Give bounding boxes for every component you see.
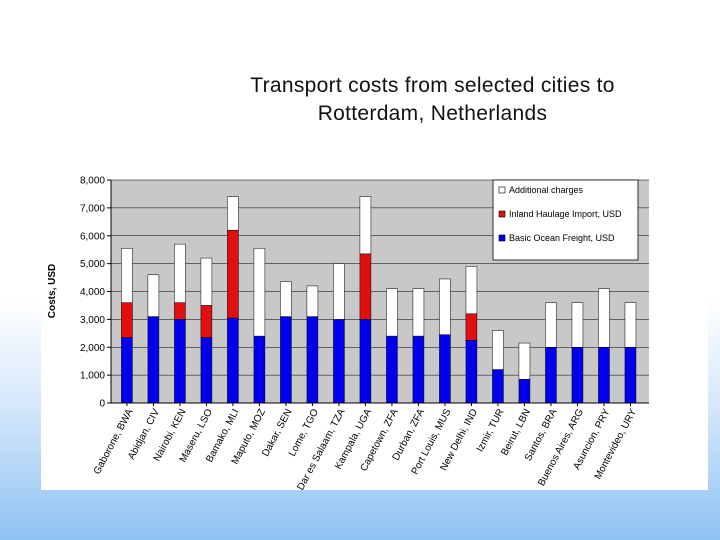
bar-segment-ocean xyxy=(439,334,451,404)
bar-segment-additional xyxy=(306,285,319,317)
bar-segment-additional xyxy=(121,248,133,303)
legend-label: Additional charges xyxy=(509,185,584,195)
legend-label: Inland Haulage Import, USD xyxy=(509,209,622,219)
x-tick-label: Gaborone, BWA xyxy=(92,407,136,476)
bar-segment-ocean xyxy=(571,347,584,404)
y-tick-label: 7,000 xyxy=(80,203,105,214)
y-tick-label: 2,000 xyxy=(80,343,105,354)
bar-segment-ocean xyxy=(227,317,239,404)
y-tick-label: 4,000 xyxy=(80,287,105,298)
slide-title-line-1: Transport costs from selected cities to xyxy=(250,74,615,97)
legend-swatch-ocean xyxy=(498,234,506,242)
bar-segment-additional xyxy=(412,288,425,337)
y-tick-label: 8,000 xyxy=(80,176,105,187)
bar-segment-inland xyxy=(359,253,372,320)
bar-segment-ocean xyxy=(412,335,425,404)
bar-segment-additional xyxy=(465,266,478,315)
stacked-bar-chart: 0 1,000 2,000 3,000 4,000 5,000 6,000 7,000 8,00… xyxy=(47,176,649,492)
bar-segment-inland xyxy=(121,302,133,338)
bar-segment-ocean xyxy=(333,319,345,404)
bar-segment-additional xyxy=(598,288,610,348)
y-tick-label: 1,000 xyxy=(80,371,105,382)
legend-box xyxy=(492,179,639,261)
slide-title-line-2: Rotterdam, Netherlands xyxy=(317,102,548,125)
chart-panel: 0 1,000 2,000 3,000 4,000 5,000 6,000 7,000 8,00… xyxy=(41,165,708,492)
bar-segment-additional xyxy=(624,302,637,348)
bar-segment-additional xyxy=(386,288,398,337)
bar-segment-ocean xyxy=(253,335,266,404)
bars xyxy=(121,196,637,404)
slide-title: Transport costs from selected cities to … xyxy=(200,72,665,128)
y-tick-label: 5,000 xyxy=(80,259,105,270)
bar-segment-ocean xyxy=(174,319,186,404)
bar-segment-ocean xyxy=(386,335,398,404)
bar-segment-additional xyxy=(518,342,531,380)
bar-segment-additional xyxy=(545,302,557,348)
bar-segment-ocean xyxy=(147,316,160,404)
bar-segment-additional xyxy=(174,243,186,303)
bar-segment-inland xyxy=(465,313,478,341)
bar-segment-additional xyxy=(359,196,372,255)
bar-segment-additional xyxy=(253,248,266,337)
bar-segment-ocean xyxy=(518,379,531,404)
bar-segment-additional xyxy=(147,274,160,317)
bar-segment-additional xyxy=(333,263,345,320)
bar-segment-ocean xyxy=(121,337,133,404)
bar-segment-inland xyxy=(174,302,186,320)
x-tick-label: Dar es Salaam, TZA xyxy=(295,407,347,490)
bar-segment-additional xyxy=(439,278,451,335)
y-tick-label: 3,000 xyxy=(80,315,105,326)
legend-swatch-inland xyxy=(498,210,506,218)
y-axis: 0 1,000 2,000 3,000 4,000 5,000 6,000 7,000 8,00… xyxy=(80,176,112,410)
bar-segment-ocean xyxy=(280,316,292,404)
y-axis-label: Costs, USD xyxy=(47,264,58,318)
legend-swatch-additional xyxy=(498,186,506,194)
bar-segment-additional xyxy=(492,330,504,370)
bar-segment-additional xyxy=(200,257,213,306)
bar-segment-additional xyxy=(227,196,239,231)
legend-label: Basic Ocean Freight, USD xyxy=(509,233,615,243)
bar-segment-additional xyxy=(571,302,584,348)
bar-segment-inland xyxy=(200,305,213,338)
bar-segment-ocean xyxy=(624,347,637,404)
y-tick-label: 6,000 xyxy=(80,231,105,242)
bar-segment-ocean xyxy=(200,337,213,404)
bar-segment-ocean xyxy=(306,316,319,404)
bar-segment-ocean xyxy=(492,369,504,404)
bar-segment-inland xyxy=(227,229,239,319)
bar-segment-ocean xyxy=(598,347,610,404)
bar-segment-additional xyxy=(280,281,292,317)
bar-segment-ocean xyxy=(359,319,372,404)
bar-segment-ocean xyxy=(465,340,478,404)
legend: Additional charges Inland Haulage Import,… xyxy=(492,179,639,261)
y-tick-label: 0 xyxy=(99,399,105,410)
bar-segment-ocean xyxy=(545,347,557,404)
